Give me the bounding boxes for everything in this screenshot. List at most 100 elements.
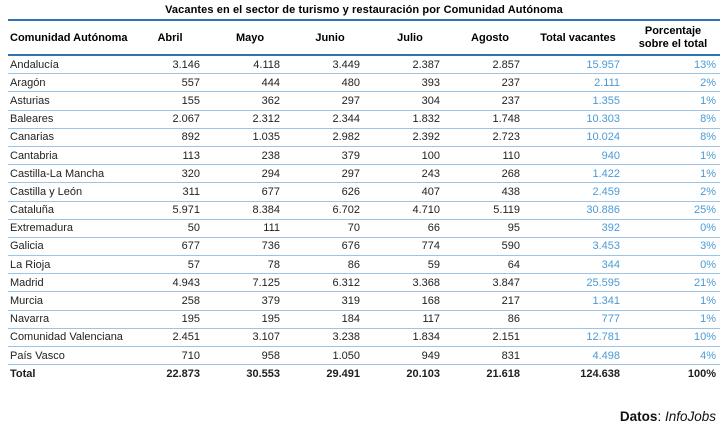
abril-cell: 4.943 [172,276,200,289]
julio-cell: 59 [427,258,440,271]
table-row: Aragón 557 444 480 393 237 2.111 2% [8,74,720,93]
abril-cell: 892 [181,131,200,144]
region-cell: Galicia [10,240,44,253]
julio-cell: 1.834 [412,331,440,344]
total-vacantes-cell: 2.111 [594,76,620,89]
agosto-cell: 2.723 [492,131,520,144]
region-cell: Baleares [10,113,54,126]
junio-cell: 626 [341,185,360,198]
agosto-cell: 1.748 [492,113,520,126]
data-source-note: Datos: InfoJobs [620,409,716,424]
junio-cell: 2.982 [332,131,360,144]
header-comunidad: Comunidad Autónoma [10,31,128,44]
header-agosto: Agosto [471,31,509,44]
abril-cell: 57 [187,258,200,271]
abril-cell: 320 [181,167,200,180]
junio-cell: 2.344 [332,113,360,126]
junio-cell: 184 [341,313,360,326]
data-source-colon: : [657,409,665,424]
porcentaje-cell: 0% [700,258,716,271]
abril-cell: 710 [181,349,200,362]
header-total-vacantes: Total vacantes [540,31,616,44]
region-cell: Castilla-La Mancha [10,167,105,180]
junio-cell: 29.491 [326,368,360,381]
abril-cell: 2.451 [172,331,200,344]
abril-cell: 22.873 [166,368,200,381]
junio-cell: 70 [347,222,360,235]
porcentaje-cell: 21% [693,276,716,289]
header-porcentaje: Porcentaje sobre el total [626,25,720,50]
region-cell: Navarra [10,313,50,326]
region-cell: Asturias [10,94,50,107]
table-row: País Vasco 710 958 1.050 949 831 4.498 4… [8,347,720,366]
header-junio: Junio [315,31,345,44]
mayo-cell: 444 [261,76,280,89]
total-vacantes-cell: 2.459 [592,185,620,198]
julio-cell: 100 [421,149,440,162]
junio-cell: 3.449 [332,58,360,71]
agosto-cell: 268 [501,167,520,180]
porcentaje-cell: 1% [700,167,716,180]
total-vacantes-cell: 940 [601,149,620,162]
total-vacantes-cell: 344 [601,258,620,271]
mayo-cell: 238 [261,149,280,162]
table-row: Castilla y León 311 677 626 407 438 2.45… [8,183,720,202]
junio-cell: 1.050 [332,349,360,362]
table-row: Andalucía 3.146 4.118 3.449 2.387 2.857 … [8,56,720,75]
julio-cell: 243 [421,167,440,180]
junio-cell: 6.312 [332,276,360,289]
abril-cell: 195 [181,313,200,326]
porcentaje-cell: 4% [700,349,716,362]
table-row: La Rioja 57 78 86 59 64 344 0% [8,256,720,275]
agosto-cell: 64 [507,258,520,271]
mayo-cell: 1.035 [252,131,280,144]
porcentaje-cell: 100% [687,368,716,381]
total-vacantes-cell: 777 [601,313,620,326]
table-row: Canarias 892 1.035 2.982 2.392 2.723 10.… [8,129,720,147]
table-row: Baleares 2.067 2.312 2.344 1.832 1.748 1… [8,111,720,129]
region-cell: Castilla y León [10,185,83,198]
julio-cell: 304 [421,94,440,107]
julio-cell: 1.832 [412,113,440,126]
mayo-cell: 30.553 [246,368,280,381]
total-vacantes-cell: 12.781 [586,331,620,344]
total-vacantes-cell: 1.422 [592,167,620,180]
total-vacantes-cell: 30.886 [586,204,620,217]
header-porcentaje-line2: sobre el total [638,37,708,50]
table-total-row: Total 22.873 30.553 29.491 20.103 21.618… [8,365,720,383]
porcentaje-cell: 2% [700,185,716,198]
porcentaje-cell: 1% [700,295,716,308]
julio-cell: 393 [421,76,440,89]
abril-cell: 311 [182,185,200,198]
porcentaje-cell: 2% [700,76,716,89]
mayo-cell: 7.125 [252,276,280,289]
julio-cell: 774 [421,240,440,253]
data-source-name: InfoJobs [664,409,716,424]
julio-cell: 168 [421,295,440,308]
abril-cell: 113 [182,149,200,162]
total-vacantes-cell: 10.303 [586,113,620,126]
porcentaje-cell: 13% [693,58,716,71]
junio-cell: 480 [341,76,360,89]
mayo-cell: 111 [263,222,280,235]
porcentaje-cell: 25% [693,204,716,217]
mayo-cell: 3.107 [252,331,280,344]
region-cell: Cantabria [10,149,58,162]
agosto-cell: 217 [501,295,520,308]
region-cell: Extremadura [10,222,73,235]
header-abril: Abril [157,31,183,44]
abril-cell: 155 [181,94,200,107]
porcentaje-cell: 0% [700,222,716,235]
mayo-cell: 78 [267,258,280,271]
agosto-cell: 110 [502,149,520,162]
agosto-cell: 3.847 [492,276,520,289]
region-cell: Canarias [10,131,55,144]
region-cell: La Rioja [10,258,51,271]
agosto-cell: 5.119 [493,204,520,217]
table-row: Madrid 4.943 7.125 6.312 3.368 3.847 25.… [8,274,720,293]
abril-cell: 2.067 [172,113,200,126]
abril-cell: 677 [181,240,200,253]
region-cell: Total [10,368,36,381]
julio-cell: 949 [421,349,440,362]
agosto-cell: 2.151 [492,331,520,344]
